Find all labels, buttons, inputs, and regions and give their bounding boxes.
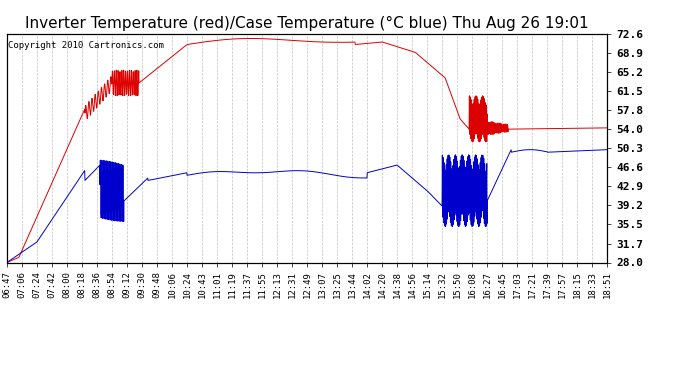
Title: Inverter Temperature (red)/Case Temperature (°C blue) Thu Aug 26 19:01: Inverter Temperature (red)/Case Temperat… (26, 16, 589, 31)
Text: Copyright 2010 Cartronics.com: Copyright 2010 Cartronics.com (8, 40, 164, 50)
